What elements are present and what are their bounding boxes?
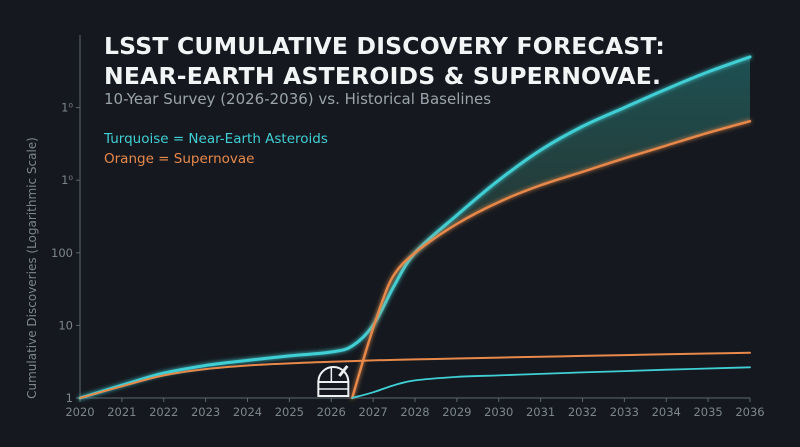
x-tick-label: 2020 — [65, 405, 94, 419]
y-tick-label: 10 — [58, 318, 73, 332]
chart-subtitle: 10-Year Survey (2026-2036) vs. Historica… — [104, 90, 492, 108]
x-tick-label: 2032 — [568, 405, 597, 419]
y-tick-label: 1 — [66, 391, 73, 405]
x-tick-label: 2024 — [233, 405, 262, 419]
x-tick-label: 2034 — [652, 405, 681, 419]
x-tick-label: 2033 — [610, 405, 639, 419]
y-tick-label: 1⁰ — [61, 101, 73, 115]
axes: 2020 2021 2022 2023 2024 2025 2026 2027 2028 2029… — [51, 35, 765, 419]
series-line-neo-baseline — [351, 366, 751, 399]
x-tick-label: 2026 — [317, 405, 346, 419]
x-tick-label: 2027 — [358, 405, 387, 419]
x-tick-label: 2030 — [484, 405, 513, 419]
chart-title: LSST CUMULATIVE DISCOVERY FORECAST: NEAR… — [104, 31, 665, 91]
x-tick-label: 2021 — [107, 405, 136, 419]
title-line-2: NEAR-EARTH ASTEROIDS & SUPERNOVAE. — [104, 62, 662, 90]
series-line-sn-baseline — [79, 351, 751, 399]
series-line-sn-lsst — [351, 120, 752, 400]
x-tick-label: 2022 — [149, 405, 178, 419]
x-tick-label: 2031 — [526, 405, 555, 419]
y-axis-label: Cumulative Discoveries (Logarithmic Scal… — [25, 137, 39, 399]
x-tick-label: 2029 — [442, 405, 471, 419]
x-tick-label: 2035 — [693, 405, 722, 419]
x-tick-label: 2036 — [735, 405, 764, 419]
y-tick-label: 100 — [51, 246, 73, 260]
title-line-1: LSST CUMULATIVE DISCOVERY FORECAST: — [104, 32, 666, 60]
telescope-tube — [338, 365, 349, 377]
dome-cap — [317, 366, 350, 383]
series-line-neo-lsst — [78, 55, 752, 400]
y-tick-label: 1⁰ — [61, 173, 73, 187]
x-tick-label: 2023 — [191, 405, 220, 419]
legend-sn: Orange = Supernovae — [104, 151, 255, 167]
discovery-gap-fill — [373, 56, 750, 326]
legend-neo: Turquoise = Near-Earth Asteroids — [104, 131, 328, 147]
x-tick-label: 2028 — [400, 405, 429, 419]
series-lines — [78, 55, 752, 400]
observatory-dome-icon — [317, 365, 350, 397]
x-tick-label: 2025 — [275, 405, 304, 419]
